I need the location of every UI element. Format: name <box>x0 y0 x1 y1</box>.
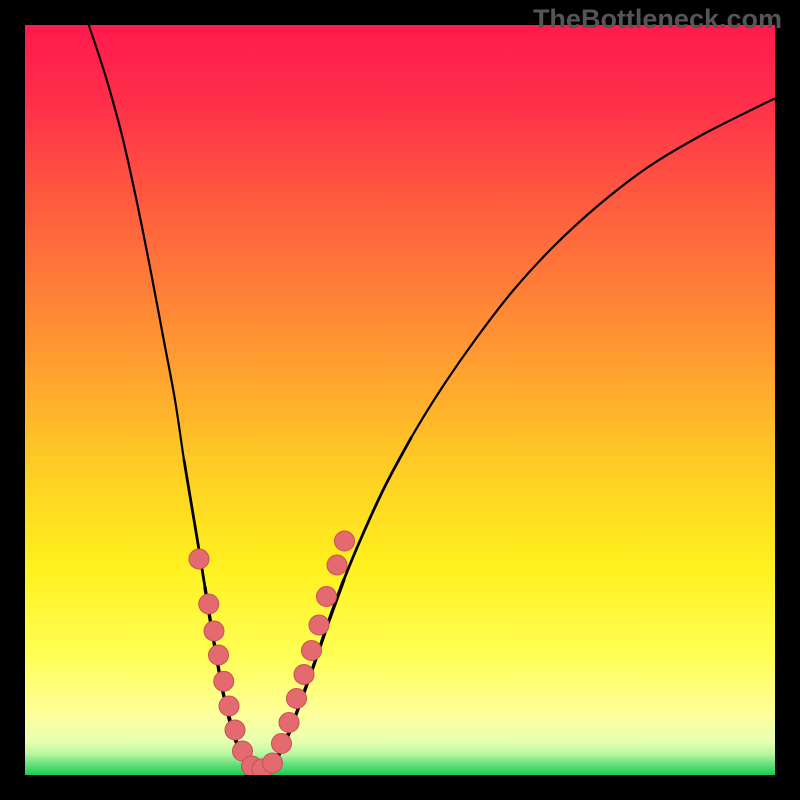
plot-area <box>25 25 775 775</box>
watermark-text: TheBottleneck.com <box>533 4 782 35</box>
chart-root: TheBottleneck.com <box>0 0 800 800</box>
